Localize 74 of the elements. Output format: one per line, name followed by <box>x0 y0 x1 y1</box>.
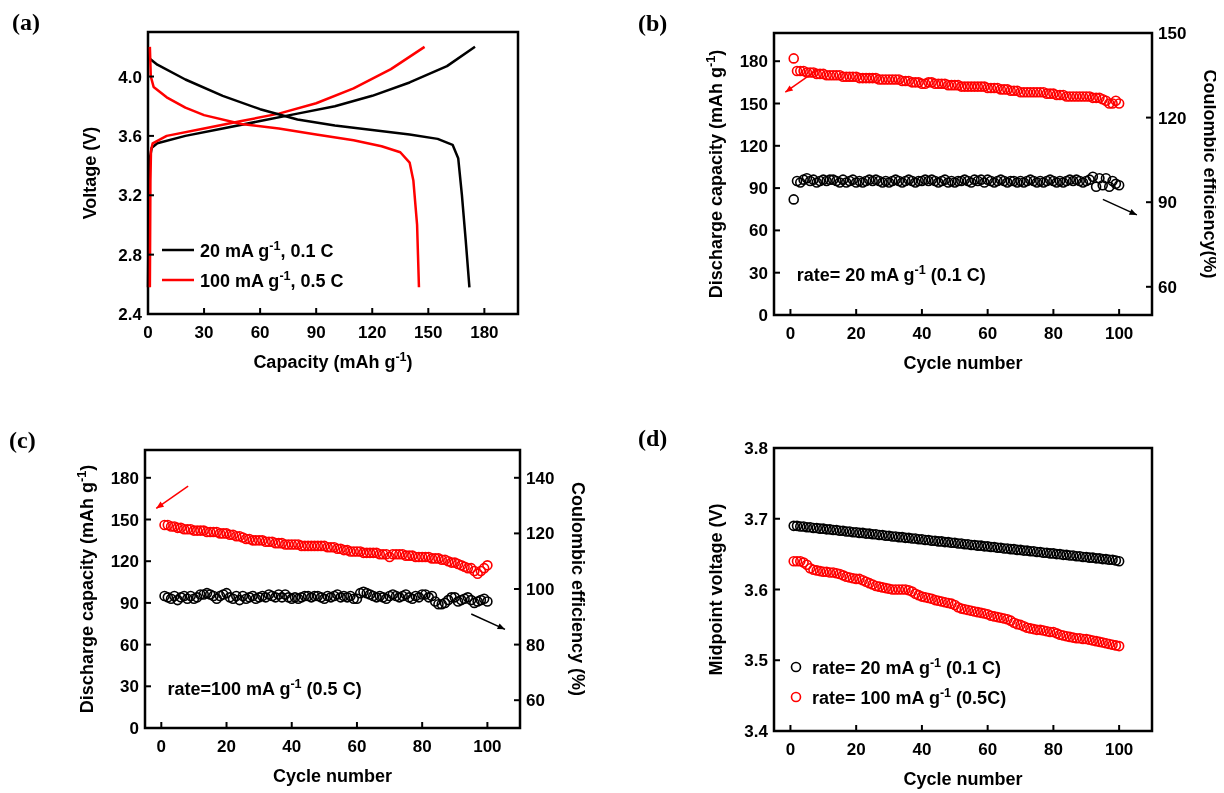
y2-tick-label: 80 <box>526 635 545 655</box>
y-tick-label: 150 <box>739 94 768 114</box>
y2-tick-label: 150 <box>1158 24 1187 43</box>
chart-title: (b) <box>638 10 668 36</box>
annotation: rate=100 mA g$^{-1}$ (0.5 C) <box>167 676 362 699</box>
x-tick-label: 20 <box>846 324 866 343</box>
y-tick-label: 180 <box>110 468 139 488</box>
y-tick-label: 90 <box>120 593 139 613</box>
y2-tick-label: 90 <box>1158 193 1177 213</box>
x-tick-label: 80 <box>412 737 432 756</box>
x-axis-title: Cycle number <box>272 766 393 786</box>
chart-title: (d) <box>638 425 668 451</box>
chart-title: (c) <box>9 427 36 453</box>
y2-tick-label: 120 <box>526 524 555 544</box>
x-axis-title: Capacity (mAh g$^{-1}$) <box>253 350 413 372</box>
x-tick-label: 0 <box>156 737 167 756</box>
legend-label: rate= 20 mA g$^{-1}$ (0.1 C) <box>812 656 1002 678</box>
y-tick-label: 180 <box>739 52 768 72</box>
x-tick-label: 40 <box>912 740 932 759</box>
legend-label: 20 mA g$^{-1}$, 0.1 C <box>200 239 334 261</box>
y2-axis-title: Coulombic efficiency (%) <box>568 481 588 697</box>
y-tick-label: 60 <box>120 635 139 655</box>
annotation: rate= 20 mA g$^{-1}$ (0.1 C) <box>796 263 986 286</box>
y2-tick-label: 60 <box>1158 277 1177 297</box>
y2-tick-label: 140 <box>526 468 555 488</box>
y-tick-label: 150 <box>110 510 139 530</box>
y-tick-label: 120 <box>739 136 768 156</box>
x-tick-label: 100 <box>1104 740 1134 759</box>
x-tick-label: 100 <box>473 737 502 756</box>
y-tick-label: 0 <box>129 719 139 738</box>
y-tick-label: 3.2 <box>118 186 142 206</box>
x-tick-label: 120 <box>358 323 387 342</box>
y-tick-label: 3.5 <box>744 651 768 671</box>
y2-tick-label: 120 <box>1158 108 1187 128</box>
x-tick-label: 60 <box>250 323 270 342</box>
legend-label: 100 mA g$^{-1}$, 0.5 C <box>200 269 344 291</box>
y-tick-label: 3.7 <box>744 509 768 529</box>
x-axis-title: Cycle number <box>903 353 1023 373</box>
x-tick-label: 30 <box>194 323 214 342</box>
x-tick-label: 40 <box>282 737 302 756</box>
chart-title: (a) <box>12 9 40 35</box>
y-tick-label: 3.4 <box>744 722 769 741</box>
x-axis-title: Cycle number <box>903 769 1023 789</box>
y-tick-label: 120 <box>110 552 139 572</box>
y-tick-label: 30 <box>120 677 139 697</box>
y-tick-label: 60 <box>749 221 768 241</box>
x-tick-label: 0 <box>785 740 796 759</box>
y-tick-label: 3.6 <box>744 580 768 600</box>
x-tick-label: 20 <box>846 740 866 759</box>
y-tick-label: 3.8 <box>744 439 768 458</box>
y-tick-label: 30 <box>749 263 768 283</box>
y-axis-title: Midpoint voltage (V) <box>706 503 726 676</box>
x-tick-label: 40 <box>912 324 932 343</box>
y-axis-title: Voltage (V) <box>80 126 100 220</box>
y-tick-label: 0 <box>758 306 768 325</box>
x-tick-label: 60 <box>978 740 998 759</box>
x-tick-label: 0 <box>785 324 796 343</box>
x-tick-label: 20 <box>217 737 236 756</box>
legend-label: rate= 100 mA g$^{-1}$ (0.5C) <box>812 686 1007 708</box>
x-tick-label: 180 <box>470 323 499 342</box>
y2-tick-label: 60 <box>526 691 545 711</box>
x-tick-label: 100 <box>1104 324 1134 343</box>
x-tick-label: 60 <box>978 324 998 343</box>
y-tick-label: 2.8 <box>118 245 142 265</box>
x-tick-label: 150 <box>414 323 443 342</box>
x-tick-label: 80 <box>1043 740 1063 759</box>
y2-tick-label: 100 <box>526 580 555 599</box>
y-tick-label: 2.4 <box>118 305 143 324</box>
y-tick-label: 3.6 <box>118 126 142 146</box>
y-tick-label: 4.0 <box>118 67 142 87</box>
x-tick-label: 60 <box>347 737 367 756</box>
x-tick-label: 90 <box>306 323 326 342</box>
x-tick-label: 80 <box>1043 324 1063 343</box>
y-tick-label: 90 <box>749 179 768 199</box>
